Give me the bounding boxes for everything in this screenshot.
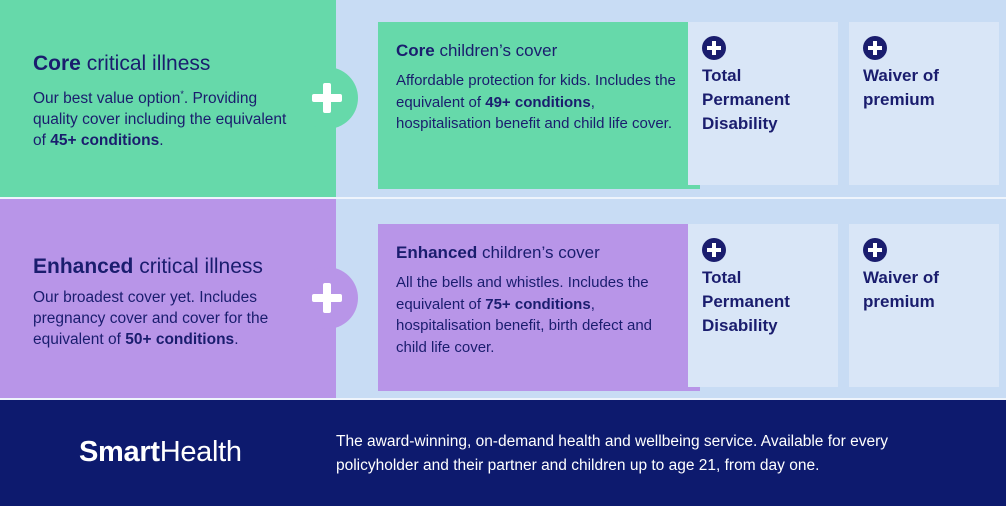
smarthealth-logo: SmartHealth: [79, 436, 242, 468]
waiver-label: Waiver of premium: [863, 66, 939, 109]
core-title: Core critical illness: [33, 52, 211, 75]
plus-circle-icon: [702, 238, 726, 262]
row-divider: [0, 197, 1006, 199]
core-description: Our best value option*. Providing qualit…: [33, 89, 287, 150]
core-critical-illness-panel: [0, 0, 336, 197]
core-childrens-cover-description: Affordable protection for kids. Includes…: [396, 72, 676, 132]
plus-icon: [312, 283, 342, 313]
plus-circle-icon: [702, 36, 726, 60]
enhanced-title: Enhanced critical illness: [33, 255, 263, 278]
enhanced-childrens-cover-description: All the bells and whistles. Includes the…: [396, 274, 653, 356]
core-childrens-cover-title: Core children’s cover: [396, 41, 558, 60]
plus-circle-icon: [863, 238, 887, 262]
enhanced-childrens-cover-box: Enhanced children’s cover All the bells …: [378, 224, 700, 391]
plus-circle-icon: [863, 36, 887, 60]
plus-icon: [312, 83, 342, 113]
smarthealth-description: The award-winning, on-demand health and …: [336, 433, 889, 474]
enhanced-description: Our broadest cover yet. Includes pregnan…: [33, 289, 269, 348]
tpd-label: Total Permanent Disability: [702, 66, 790, 133]
enhanced-waiver-addon: Waiver of premium: [849, 224, 999, 387]
smarthealth-footer: [0, 400, 1006, 506]
tpd-label: Total Permanent Disability: [702, 268, 790, 335]
waiver-label: Waiver of premium: [863, 268, 939, 311]
core-tpd-addon: Total Permanent Disability: [688, 22, 838, 185]
enhanced-childrens-cover-title: Enhanced children’s cover: [396, 243, 600, 262]
core-waiver-addon: Waiver of premium: [849, 22, 999, 185]
footer-divider: [0, 398, 1006, 400]
core-childrens-cover-box: Core children’s cover Affordable protect…: [378, 22, 700, 189]
enhanced-critical-illness-panel: [0, 199, 336, 398]
enhanced-tpd-addon: Total Permanent Disability: [688, 224, 838, 387]
